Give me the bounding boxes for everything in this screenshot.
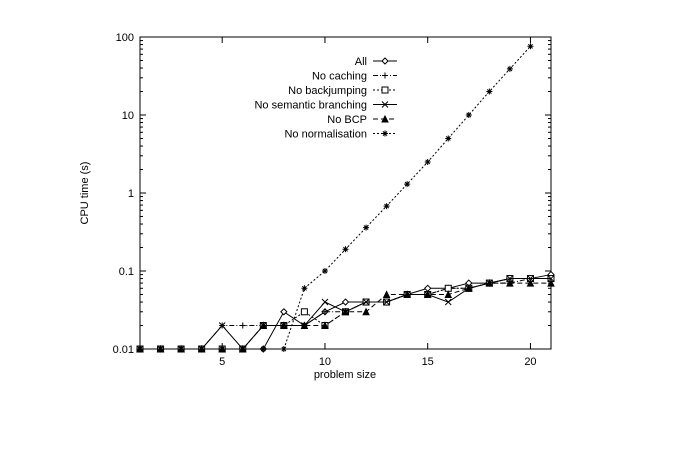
star-marker — [465, 112, 472, 118]
y-tick-label: 100 — [116, 32, 134, 44]
star-marker — [486, 88, 493, 95]
star-marker — [178, 346, 185, 352]
triangle-marker — [321, 321, 329, 330]
star-marker — [404, 181, 411, 188]
y-tick-label: 0.1 — [119, 266, 134, 278]
cross-marker — [527, 275, 534, 282]
series-line — [140, 45, 531, 350]
star-marker — [383, 203, 390, 210]
y-tick-label: 10 — [122, 110, 134, 122]
star-marker — [424, 158, 431, 165]
x-axis: 5 10 15 20 — [219, 37, 537, 368]
legend-item: No normalisation — [284, 129, 397, 141]
square-marker — [300, 308, 308, 316]
cross-marker — [383, 298, 390, 306]
legend-label: No normalisation — [284, 129, 367, 141]
diamond-marker — [280, 308, 288, 316]
legend-label: No semantic branching — [254, 100, 367, 112]
cross-marker — [506, 275, 514, 282]
triangle-marker — [464, 284, 473, 292]
y-tick-label: 1 — [128, 188, 134, 200]
series-no-normalisation — [137, 43, 534, 352]
legend: All No caching No backjumping No semantic b… — [254, 56, 397, 141]
star-marker — [198, 346, 205, 352]
x-tick-label: 20 — [524, 356, 536, 368]
diamond-marker — [341, 298, 350, 306]
star-marker — [280, 346, 287, 352]
cross-marker — [547, 275, 555, 282]
legend-item: No caching — [312, 71, 397, 83]
star-marker — [137, 346, 143, 352]
x-tick-label: 5 — [219, 356, 225, 368]
y-tick-label: 0.01 — [113, 344, 134, 356]
triangle-marker — [526, 278, 535, 287]
triangle-marker — [444, 290, 453, 298]
plus-marker — [382, 72, 388, 79]
legend-label: No BCP — [327, 114, 367, 126]
plus-marker — [239, 322, 246, 329]
star-marker — [321, 268, 328, 274]
triangle-marker — [506, 278, 514, 287]
star-marker — [219, 346, 226, 352]
triangle-marker — [547, 278, 555, 287]
cross-marker — [381, 101, 389, 108]
triangle-marker — [381, 114, 389, 123]
star-marker — [506, 65, 513, 72]
diamond-marker — [381, 57, 389, 65]
cross-marker — [362, 298, 370, 306]
star-marker — [239, 346, 246, 352]
triangle-marker — [382, 290, 391, 298]
triangle-marker — [485, 278, 494, 287]
star-marker — [363, 224, 370, 231]
series-no-bcp — [136, 278, 555, 353]
triangle-marker — [259, 321, 268, 330]
legend-label: No caching — [312, 71, 367, 83]
x-tick-label: 10 — [319, 356, 331, 368]
star-marker — [382, 130, 388, 137]
star-marker — [445, 135, 452, 142]
y-axis-label: CPU time (s) — [79, 162, 91, 225]
triangle-marker — [341, 307, 350, 316]
legend-label: All — [355, 56, 367, 68]
cross-marker — [444, 298, 452, 306]
cross-marker — [218, 322, 226, 329]
star-marker — [342, 246, 349, 253]
legend-item: No semantic branching — [254, 100, 397, 112]
star-marker — [301, 285, 308, 292]
star-marker — [260, 346, 267, 352]
x-tick-label: 15 — [422, 356, 434, 368]
square-marker — [381, 86, 389, 94]
triangle-marker — [403, 290, 411, 298]
star-marker — [527, 43, 534, 50]
series-line — [140, 282, 551, 350]
legend-item: No BCP — [327, 114, 397, 126]
plus-marker — [321, 308, 328, 315]
cross-marker — [321, 298, 329, 306]
x-axis-label: problem size — [314, 369, 376, 381]
triangle-marker — [362, 307, 370, 316]
legend-label: No backjumping — [288, 85, 367, 97]
triangle-marker — [300, 321, 309, 330]
triangle-marker — [423, 290, 432, 298]
series-layer — [136, 43, 555, 353]
y-axis: 0.01 0.1 1 10 100 — [113, 32, 551, 356]
legend-item: All — [355, 56, 397, 68]
triangle-marker — [280, 321, 288, 330]
star-marker — [157, 346, 164, 352]
legend-item: No backjumping — [288, 85, 397, 97]
